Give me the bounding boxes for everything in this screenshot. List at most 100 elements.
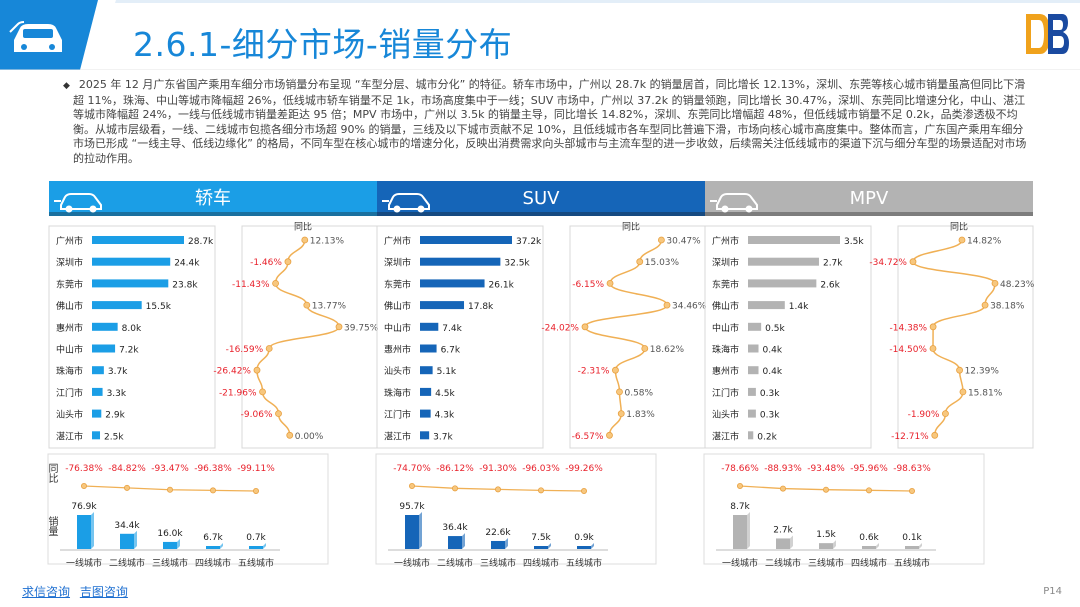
- tier-yoy-label: -99.11%: [237, 464, 275, 474]
- tier-sales-value-label: 2.7k: [773, 525, 793, 535]
- yoy-point: [958, 236, 966, 244]
- yoy-point: [617, 410, 625, 418]
- yoy-point: [303, 301, 311, 309]
- city-label: 汕头市: [384, 365, 411, 377]
- sales-value-label: 8.0k: [122, 324, 142, 334]
- yoy-value-label: 48.23%: [1000, 280, 1035, 290]
- tier-category-label: 三线城市: [808, 557, 844, 569]
- tier-yoy-label: -86.12%: [436, 464, 474, 474]
- sales-bar: [92, 236, 184, 244]
- sales-value-label: 24.4k: [174, 259, 200, 269]
- tier-category-label: 四线城市: [523, 557, 559, 569]
- sales-value-label: 3.7k: [108, 367, 128, 377]
- sales-bar: [748, 431, 754, 440]
- suv-tier-chart: -74.70% -86.12% -91.30% -96.03% -99.26% 95.7k…: [375, 453, 657, 569]
- tier-sales-bar: [405, 515, 419, 549]
- city-label: 江门市: [384, 409, 411, 421]
- sales-value-label: 23.8k: [172, 280, 198, 290]
- sales-value-label: 5.1k: [437, 367, 457, 377]
- tier-yoy-point: [252, 488, 259, 495]
- tier-sales-bar: [776, 538, 790, 549]
- tier-category-label: 二线城市: [765, 557, 801, 569]
- yoy-value-label: 15.81%: [968, 388, 1003, 398]
- city-label: 湛江市: [56, 430, 83, 442]
- city-label: 中山市: [384, 322, 411, 334]
- sales-value-label: 6.7k: [441, 346, 461, 356]
- sales-bar: [420, 301, 465, 310]
- yoy-value-label: 14.82%: [967, 237, 1002, 247]
- yoy-value-label: 1.83%: [626, 410, 655, 420]
- city-label: 东莞市: [712, 278, 739, 290]
- tier-sales-value-label: 36.4k: [442, 523, 468, 533]
- footer-link-jitu[interactable]: 吉图咨询: [79, 585, 128, 599]
- sales-bar: [748, 387, 756, 396]
- yoy-value-label: 0.00%: [295, 432, 324, 442]
- footer-link-qiuxin[interactable]: 求信咨询: [22, 585, 71, 599]
- sales-bar: [92, 366, 104, 375]
- sales-value-label: 4.5k: [435, 389, 455, 399]
- city-label: 东莞市: [56, 278, 83, 290]
- sales-value-label: 2.5k: [104, 432, 124, 442]
- yoy-value-label: 12.39%: [965, 367, 1000, 377]
- yoy-value-label: 18.62%: [650, 345, 685, 355]
- sales-value-label: 2.6k: [820, 280, 840, 290]
- tier-sales-value-label: 7.5k: [531, 533, 551, 543]
- sales-value-label: 2.9k: [105, 411, 125, 421]
- tier-sales-value-label: 34.4k: [114, 521, 140, 531]
- sedan-header-label: 轿车: [195, 188, 231, 209]
- city-label: 江门市: [56, 387, 83, 399]
- city-label: 惠州市: [712, 365, 739, 377]
- tier-yoy-point: [780, 485, 787, 492]
- sales-bar: [420, 409, 431, 418]
- city-label: 深圳市: [712, 257, 739, 269]
- yoy-line: [912, 239, 996, 436]
- tier-yoy-label: -93.47%: [151, 464, 189, 474]
- suv-header-bar: SUV: [377, 181, 705, 216]
- mpv-tier-chart: -78.66% -88.93% -93.48% -95.96% -98.63% 8.7k 2…: [703, 453, 985, 569]
- mpv-icon: [710, 193, 758, 213]
- yoy-line: [256, 239, 340, 436]
- yoy-point: [301, 236, 309, 244]
- yoy-value-label: -34.72%: [869, 258, 907, 268]
- suv-yoy-title: 同比: [622, 222, 640, 233]
- tier-yoy-point: [823, 486, 830, 493]
- tier-category-label: 一线城市: [394, 557, 430, 569]
- sales-value-label: 2.7k: [823, 259, 843, 269]
- yoy-point: [259, 388, 266, 396]
- yoy-point: [612, 366, 619, 374]
- yoy-point: [335, 323, 343, 331]
- tier-sales-bar: [862, 546, 876, 549]
- yoy-point: [284, 258, 292, 266]
- yoy-value-label: -16.59%: [226, 345, 264, 355]
- tier-category-label: 一线城市: [722, 557, 758, 569]
- sales-value-label: 0.4k: [763, 367, 783, 377]
- tier-sales-bar: [120, 533, 134, 549]
- yoy-value-label: -14.50%: [889, 345, 927, 355]
- yoy-point: [606, 280, 614, 287]
- sales-bar: [92, 301, 142, 310]
- tier-yoy-point: [737, 482, 744, 489]
- yoy-point: [616, 388, 623, 396]
- tier-sales-value-label: 22.6k: [485, 528, 511, 538]
- tier-yoy-label: -74.70%: [393, 464, 431, 474]
- tier-category-label: 五线城市: [894, 557, 930, 569]
- page-title: 2.6.1-细分市场-销量分布: [133, 25, 513, 64]
- sales-value-label: 7.4k: [442, 324, 462, 334]
- tier-yoy-point: [166, 486, 173, 493]
- tier-yoy-label: -99.26%: [565, 464, 603, 474]
- yoy-point: [959, 388, 967, 396]
- tier-sales-bar: [163, 541, 177, 549]
- tier-sales-bar: [819, 543, 833, 549]
- city-label: 珠海市: [384, 387, 411, 399]
- sales-bar: [748, 344, 759, 353]
- city-label: 惠州市: [56, 322, 83, 334]
- tier-yoy-point: [494, 486, 501, 493]
- sales-bar: [420, 387, 432, 396]
- yoy-line: [584, 239, 668, 436]
- taxi-icon: [54, 193, 102, 213]
- yoy-value-label: -21.96%: [219, 388, 257, 398]
- yoy-value-label: -9.06%: [241, 410, 273, 420]
- tier-yoy-point: [538, 487, 545, 494]
- city-label: 惠州市: [384, 344, 411, 356]
